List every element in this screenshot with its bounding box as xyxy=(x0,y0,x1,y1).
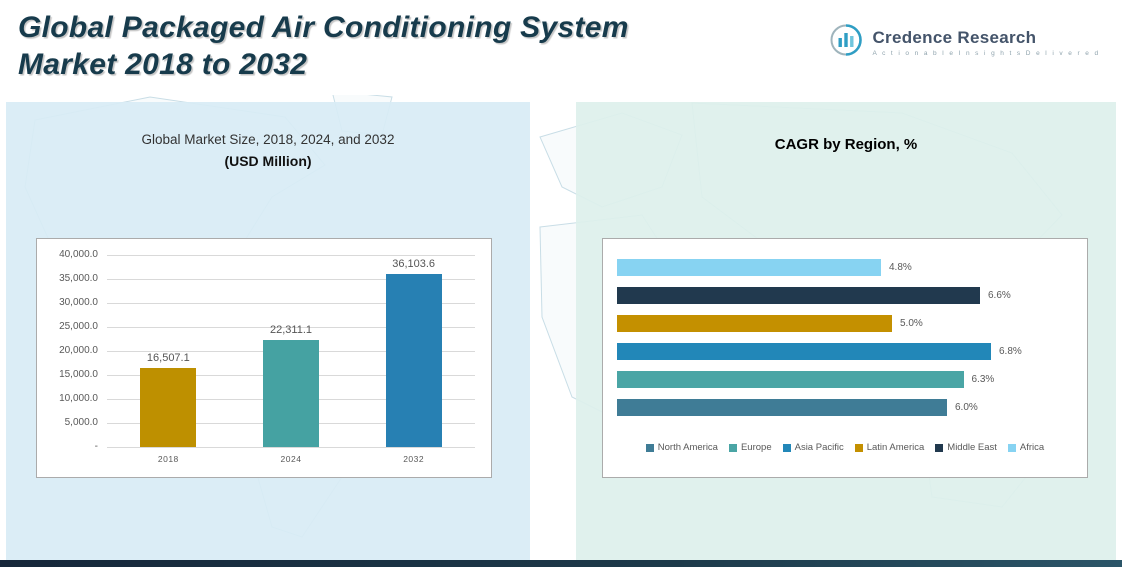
gridline xyxy=(107,447,475,448)
legend-swatch xyxy=(854,443,863,452)
legend-swatch xyxy=(645,443,654,452)
cagr-chart: 4.8% 6.6% 5.0% 6.8% 6.3% 6.0% North America Eur… xyxy=(602,238,1088,478)
bottom-accent-bar xyxy=(0,560,1122,567)
bar-value-label: 6.6% xyxy=(988,289,1011,301)
page-title: Global Packaged Air Conditioning System M… xyxy=(18,10,629,83)
legend-swatch xyxy=(782,443,791,452)
bar-middle-east xyxy=(617,286,980,304)
bar-value-label: 6.3% xyxy=(971,373,995,385)
cagr-legend: North America Europe Asia Pacific Latin Ame… xyxy=(603,442,1087,453)
market-size-chart-title: Global Market Size, 2018, 2024, and 2032 xyxy=(141,132,395,147)
logo-tagline: A c t i o n a b l e I n s i g h t s D e … xyxy=(872,50,1100,57)
y-tick-label: 35,000.0 xyxy=(59,273,98,284)
bar-value-label: 22,311.1 xyxy=(269,323,312,336)
y-tick-label: 5,000.0 xyxy=(64,417,98,428)
bar-value-label: 16,507.1 xyxy=(146,351,190,364)
legend-label: Africa xyxy=(1019,442,1045,453)
market-size-chart-subtitle: (USD Million) xyxy=(224,153,312,169)
y-tick-label: - xyxy=(94,441,98,452)
bar-value-label: 36,103.6 xyxy=(392,257,436,270)
x-axis-label: 2032 xyxy=(403,454,425,464)
y-tick-label: 10,000.0 xyxy=(59,393,98,404)
bar-asia-pacific xyxy=(617,342,991,360)
legend-swatch xyxy=(935,443,944,452)
legend-item-middle-east: Middle East xyxy=(935,442,997,453)
bar-value-label: 6.8% xyxy=(999,345,1022,357)
y-tick-label: 30,000.0 xyxy=(59,297,98,308)
legend-item-latin-america: Latin America xyxy=(854,442,925,453)
y-tick-label: 25,000.0 xyxy=(59,321,98,332)
legend-item-africa: Africa xyxy=(1007,442,1045,453)
legend-label: North America xyxy=(657,442,718,453)
logo-name: Credence Research xyxy=(872,28,1037,47)
y-tick-label: 20,000.0 xyxy=(59,345,98,356)
y-tick-label: 40,000.0 xyxy=(59,249,98,260)
legend-label: Middle East xyxy=(947,442,997,453)
x-axis-label: 2018 xyxy=(157,454,179,464)
bar-africa xyxy=(617,258,881,276)
bar-latin-america xyxy=(617,314,892,332)
legend-item-asia-pacific: Asia Pacific xyxy=(782,442,844,453)
legend-label: Asia Pacific xyxy=(794,442,844,453)
x-axis-label: 2024 xyxy=(280,454,302,464)
bar-value-label: 6.0% xyxy=(955,401,978,413)
page-title-line2: Market 2018 to 2032 xyxy=(18,47,308,81)
gridline xyxy=(107,255,475,256)
bar-europe xyxy=(617,370,964,388)
bar-value-label: 5.0% xyxy=(900,317,923,329)
legend-item-europe: Europe xyxy=(728,442,772,453)
logo-bar-chart-icon xyxy=(828,22,864,63)
legend-label: Latin America xyxy=(866,442,925,453)
market-size-chart: 40,000.0 35,000.0 30,000.0 25,000.0 20,000.0… xyxy=(36,238,492,478)
page-title-line1: Global Packaged Air Conditioning System xyxy=(18,11,629,44)
bar-2032 xyxy=(385,273,442,447)
legend-item-north-america: North America xyxy=(645,442,718,453)
legend-swatch xyxy=(728,443,737,452)
legend-label: Europe xyxy=(740,442,772,453)
cagr-panel: CAGR by Region, % 4.8% 6.6% 5.0% 6.8% 6.3% 6.… xyxy=(576,102,1116,560)
y-tick-label: 15,000.0 xyxy=(59,369,98,380)
legend-swatch xyxy=(1007,443,1016,452)
bar-2024 xyxy=(263,339,319,447)
cagr-chart-title: CAGR by Region, % xyxy=(774,136,918,153)
market-size-panel: Global Market Size, 2018, 2024, and 2032… xyxy=(6,102,530,560)
bar-value-label: 4.8% xyxy=(889,261,912,273)
bar-2018 xyxy=(140,367,197,447)
bar-north-america xyxy=(617,398,947,416)
credence-research-logo: Credence Research A c t i o n a b l e I … xyxy=(828,22,1100,63)
